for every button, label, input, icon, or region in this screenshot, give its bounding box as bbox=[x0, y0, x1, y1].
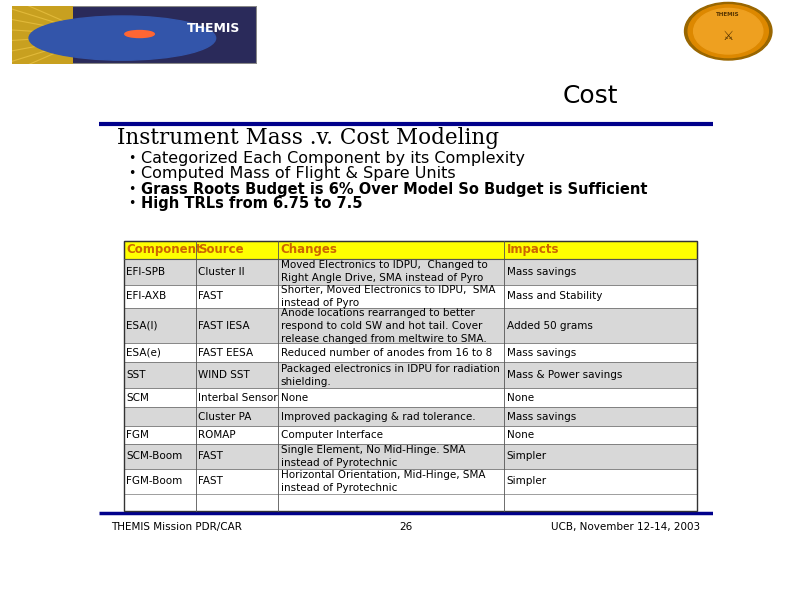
Text: Cluster PA: Cluster PA bbox=[199, 411, 252, 422]
Text: Changes: Changes bbox=[280, 243, 337, 256]
Text: SST: SST bbox=[126, 370, 146, 380]
Text: Anode locations rearranged to better
respond to cold SW and hot tail. Cover
rele: Anode locations rearranged to better res… bbox=[280, 308, 486, 343]
Text: Interbal Sensor: Interbal Sensor bbox=[199, 393, 278, 403]
Text: None: None bbox=[280, 393, 308, 403]
Text: Grass Roots Budget is 6% Over Model So Budget is Sufficient: Grass Roots Budget is 6% Over Model So B… bbox=[141, 182, 647, 197]
FancyBboxPatch shape bbox=[124, 308, 698, 343]
Text: THEMIS: THEMIS bbox=[717, 12, 740, 17]
Text: Mass and Stability: Mass and Stability bbox=[507, 291, 602, 301]
Text: Simpler: Simpler bbox=[507, 451, 546, 461]
Text: Shorter, Moved Electronics to IDPU,  SMA
instead of Pyro: Shorter, Moved Electronics to IDPU, SMA … bbox=[280, 285, 495, 308]
FancyBboxPatch shape bbox=[124, 285, 698, 308]
Text: SCM-Boom: SCM-Boom bbox=[126, 451, 182, 461]
Text: ESA(e): ESA(e) bbox=[126, 348, 161, 358]
Circle shape bbox=[125, 31, 154, 37]
Text: Moved Electronics to IDPU,  Changed to
Right Angle Drive, SMA instead of Pyro: Moved Electronics to IDPU, Changed to Ri… bbox=[280, 260, 487, 283]
Text: Reduced number of anodes from 16 to 8: Reduced number of anodes from 16 to 8 bbox=[280, 348, 492, 358]
Circle shape bbox=[694, 9, 763, 54]
Text: FAST: FAST bbox=[199, 476, 223, 487]
Text: Cluster II: Cluster II bbox=[199, 267, 245, 277]
Text: EFI-AXB: EFI-AXB bbox=[126, 291, 166, 301]
FancyBboxPatch shape bbox=[124, 407, 698, 426]
Text: Categorized Each Component by its Complexity: Categorized Each Component by its Comple… bbox=[141, 151, 525, 166]
FancyBboxPatch shape bbox=[12, 6, 74, 64]
Text: •: • bbox=[128, 197, 136, 210]
Text: Computer Interface: Computer Interface bbox=[280, 430, 383, 440]
FancyBboxPatch shape bbox=[124, 469, 698, 494]
Text: THEMIS Mission PDR/CAR: THEMIS Mission PDR/CAR bbox=[111, 522, 242, 532]
Text: Cost: Cost bbox=[562, 84, 618, 108]
Text: Mass savings: Mass savings bbox=[507, 267, 576, 277]
Text: SCM: SCM bbox=[126, 393, 149, 403]
Text: 26: 26 bbox=[399, 522, 413, 532]
Text: Single Element, No Mid-Hinge. SMA
instead of Pyrotechnic: Single Element, No Mid-Hinge. SMA instea… bbox=[280, 445, 465, 468]
Circle shape bbox=[688, 5, 768, 58]
Text: FAST: FAST bbox=[199, 291, 223, 301]
FancyBboxPatch shape bbox=[124, 259, 698, 285]
FancyBboxPatch shape bbox=[12, 6, 257, 64]
Text: Improved packaging & rad tolerance.: Improved packaging & rad tolerance. bbox=[280, 411, 475, 422]
Text: Mass & Power savings: Mass & Power savings bbox=[507, 370, 622, 380]
Text: FAST: FAST bbox=[199, 451, 223, 461]
Text: Horizontal Orientation, Mid-Hinge, SMA
instead of Pyrotechnic: Horizontal Orientation, Mid-Hinge, SMA i… bbox=[280, 470, 485, 493]
FancyBboxPatch shape bbox=[124, 362, 698, 388]
Text: FAST EESA: FAST EESA bbox=[199, 348, 253, 358]
FancyBboxPatch shape bbox=[124, 426, 698, 444]
Text: WIND SST: WIND SST bbox=[199, 370, 250, 380]
Text: None: None bbox=[507, 430, 534, 440]
Text: •: • bbox=[128, 183, 136, 196]
Text: THEMIS: THEMIS bbox=[187, 21, 240, 35]
Text: Simpler: Simpler bbox=[507, 476, 546, 487]
Text: UCB, November 12-14, 2003: UCB, November 12-14, 2003 bbox=[551, 522, 701, 532]
Text: High TRLs from 6.75 to 7.5: High TRLs from 6.75 to 7.5 bbox=[141, 196, 362, 211]
Circle shape bbox=[684, 2, 772, 60]
FancyBboxPatch shape bbox=[124, 444, 698, 469]
FancyBboxPatch shape bbox=[124, 388, 698, 407]
Text: Packaged electronics in IDPU for radiation
shielding.: Packaged electronics in IDPU for radiati… bbox=[280, 364, 500, 387]
Text: None: None bbox=[507, 393, 534, 403]
FancyBboxPatch shape bbox=[124, 343, 698, 362]
Text: Component: Component bbox=[126, 243, 202, 256]
Text: EFI-SPB: EFI-SPB bbox=[126, 267, 166, 277]
Text: ESA(l): ESA(l) bbox=[126, 321, 158, 331]
Text: ROMAP: ROMAP bbox=[199, 430, 236, 440]
Text: Added 50 grams: Added 50 grams bbox=[507, 321, 592, 331]
Text: Mass savings: Mass savings bbox=[507, 348, 576, 358]
Text: •: • bbox=[128, 167, 136, 181]
Text: Instrument Mass .v. Cost Modeling: Instrument Mass .v. Cost Modeling bbox=[117, 127, 500, 149]
Text: Source: Source bbox=[199, 243, 244, 256]
Text: Computed Mass of Flight & Spare Units: Computed Mass of Flight & Spare Units bbox=[141, 166, 455, 181]
Text: ⚔: ⚔ bbox=[722, 29, 734, 42]
Circle shape bbox=[29, 16, 215, 60]
Text: FGM: FGM bbox=[126, 430, 149, 440]
Text: Mass savings: Mass savings bbox=[507, 411, 576, 422]
Text: •: • bbox=[128, 152, 136, 165]
Text: FGM-Boom: FGM-Boom bbox=[126, 476, 182, 487]
Text: Impacts: Impacts bbox=[507, 243, 559, 256]
Text: FAST IESA: FAST IESA bbox=[199, 321, 250, 331]
FancyBboxPatch shape bbox=[124, 241, 698, 259]
